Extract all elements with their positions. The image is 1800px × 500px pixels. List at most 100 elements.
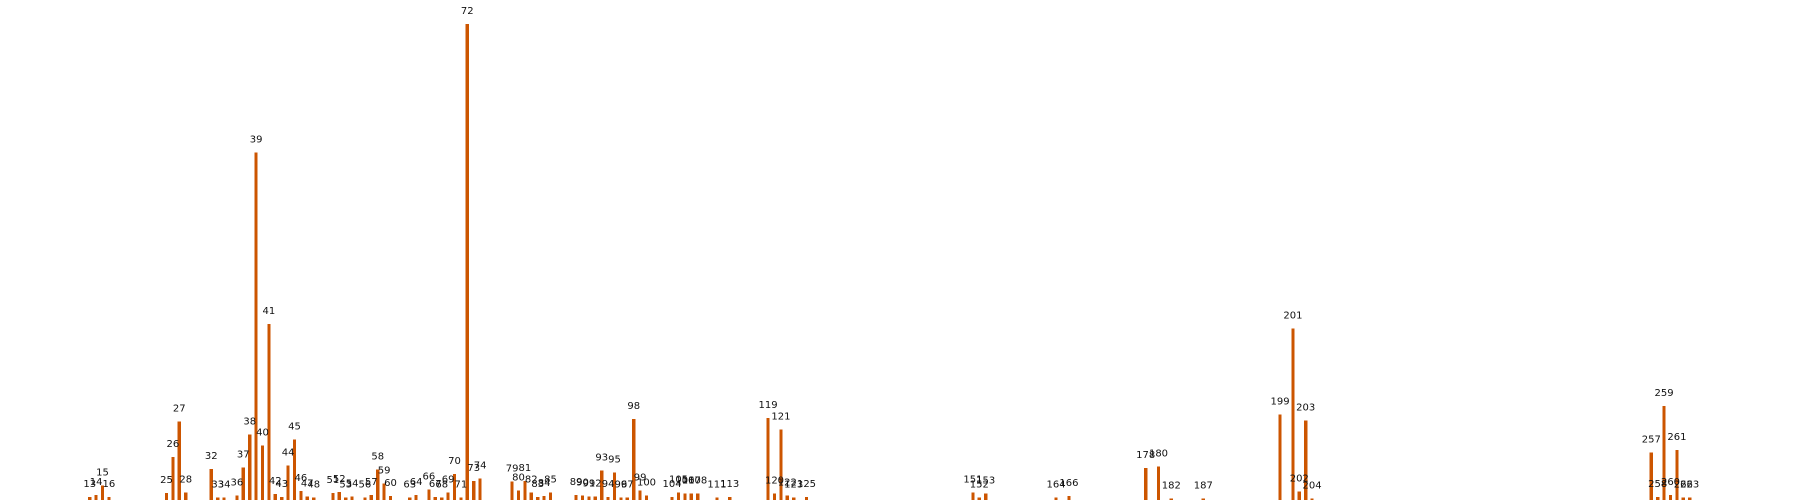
bar-125 (804, 497, 809, 500)
bar-257 (1649, 452, 1653, 500)
bar-label-34: 34 (218, 480, 231, 491)
bar-label-67: 67 (429, 479, 442, 490)
bars-layer (88, 24, 1692, 500)
bar-label-28: 28 (179, 474, 192, 485)
bar-label-48: 48 (307, 480, 320, 491)
bar-42 (273, 493, 277, 500)
bar-label-97: 97 (621, 480, 634, 491)
bar-label-54: 54 (346, 479, 359, 490)
bar-66 (427, 489, 431, 500)
bar-label-69: 69 (442, 474, 455, 485)
bar-56 (363, 497, 367, 500)
bar-34 (222, 497, 226, 500)
bar-71 (459, 497, 463, 500)
bar-label-51: 51 (327, 475, 340, 486)
bar-label-27: 27 (173, 403, 186, 414)
bar-label-92: 92 (589, 479, 602, 490)
bar-60 (388, 496, 393, 500)
bar-label-81: 81 (519, 463, 532, 474)
bar-262 (1681, 497, 1685, 500)
bar-260 (1668, 495, 1673, 500)
bar-153 (984, 493, 988, 500)
bar-82 (529, 492, 533, 500)
bar-label-74: 74 (474, 461, 487, 472)
bar-label-73: 73 (467, 463, 480, 474)
bar-label-261: 261 (1667, 432, 1686, 443)
bar-83 (536, 497, 540, 500)
bar-151 (971, 492, 975, 500)
bar-label-44: 44 (282, 447, 295, 458)
bar-label-37: 37 (237, 450, 250, 461)
bar-68 (440, 497, 444, 500)
bar-54 (350, 496, 354, 500)
bar-label-105: 105 (669, 474, 688, 485)
bar-label-26: 26 (167, 439, 180, 450)
bar-label-93: 93 (595, 452, 608, 463)
bar-58 (376, 469, 380, 500)
bar-46 (299, 490, 303, 500)
bar-258 (1656, 497, 1660, 500)
bar-51 (331, 492, 335, 500)
bar-122 (785, 495, 789, 500)
bar-57 (369, 494, 373, 500)
bar-121 (779, 429, 783, 500)
bar-14 (94, 495, 98, 500)
bar-label-199: 199 (1271, 396, 1290, 407)
bar-label-32: 32 (205, 451, 218, 462)
bar-label-42: 42 (269, 476, 282, 487)
bar-label-14: 14 (90, 477, 103, 488)
bar-178 (1144, 468, 1148, 500)
bar-label-182: 182 (1162, 481, 1181, 492)
bar-201 (1291, 328, 1295, 500)
bar-label-13: 13 (83, 479, 96, 490)
bar-204 (1310, 498, 1314, 500)
bar-95 (612, 472, 617, 500)
bar-label-257: 257 (1642, 434, 1661, 445)
bar-label-152: 152 (970, 480, 989, 491)
bar-108 (696, 493, 700, 500)
bar-label-106: 106 (675, 475, 694, 486)
bar-92 (593, 496, 597, 500)
bar-40 (260, 445, 265, 500)
bar-label-113: 113 (720, 479, 739, 490)
bar-label-151: 151 (963, 474, 982, 485)
bar-label-95: 95 (608, 454, 621, 465)
bar-120 (772, 493, 777, 500)
bar-label-46: 46 (295, 473, 308, 484)
bar-label-59: 59 (378, 465, 391, 476)
bar-label-180: 180 (1149, 449, 1168, 460)
bar-70 (452, 473, 457, 500)
bar-85 (548, 492, 553, 500)
bar-15 (100, 485, 105, 500)
bar-74 (478, 478, 482, 500)
bar-label-164: 164 (1047, 480, 1066, 491)
bar-84 (542, 496, 546, 500)
bar-94 (606, 497, 610, 500)
bar-107 (689, 493, 693, 500)
bar-80 (516, 490, 521, 500)
bar-label-84: 84 (538, 478, 551, 489)
bar-39 (254, 152, 258, 500)
bar-label-108: 108 (688, 475, 707, 486)
bar-label-72: 72 (461, 6, 474, 17)
bar-label-153: 153 (976, 475, 995, 486)
bar-label-38: 38 (243, 416, 256, 427)
bar-64 (414, 495, 418, 500)
bar-label-58: 58 (371, 452, 384, 463)
bar-97 (625, 497, 629, 500)
bar-label-68: 68 (435, 480, 448, 491)
bar-16 (107, 497, 111, 500)
bar-104 (670, 497, 674, 500)
bar-label-16: 16 (103, 479, 116, 490)
bar-33 (216, 497, 220, 500)
bar-261 (1675, 450, 1679, 500)
bar-89 (574, 495, 578, 500)
bar-32 (209, 469, 213, 500)
bar-label-39: 39 (250, 135, 263, 146)
bar-label-99: 99 (634, 472, 647, 483)
bar-152 (977, 497, 981, 500)
bar-99 (638, 490, 642, 500)
bar-label-107: 107 (682, 475, 701, 486)
bar-label-85: 85 (544, 474, 557, 485)
